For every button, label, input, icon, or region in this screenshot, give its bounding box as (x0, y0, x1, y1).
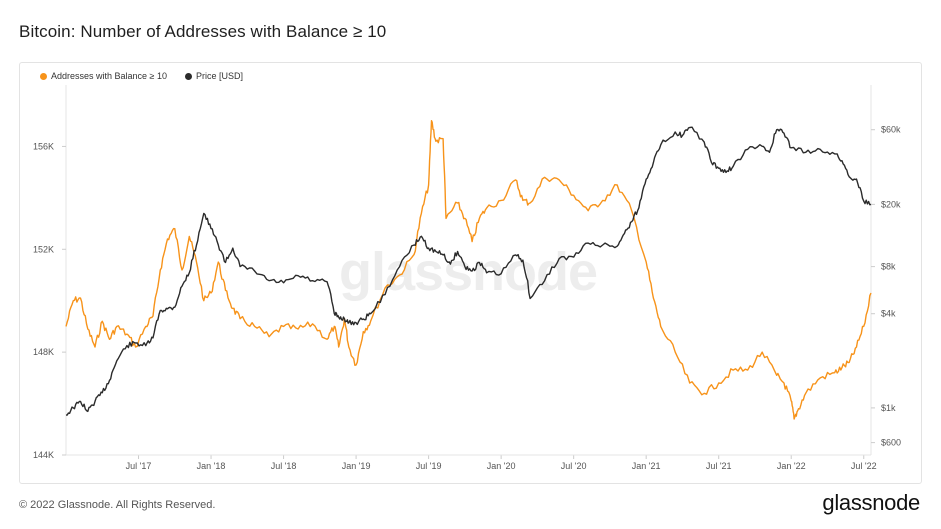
brand-logo: glassnode (822, 490, 920, 515)
series-line-addresses (65, 120, 872, 420)
y-axis-left: 144K 148K 152K 156K (33, 85, 67, 460)
y-right-tick-label: $8k (881, 262, 896, 272)
x-tick-label: Jul '18 (271, 461, 297, 471)
x-tick-label: Jul '17 (126, 461, 152, 471)
x-tick-label: Jan '19 (342, 461, 371, 471)
chart-title: Bitcoin: Number of Addresses with Balanc… (19, 22, 387, 41)
copyright-footer: © 2022 Glassnode. All Rights Reserved. (19, 499, 216, 511)
x-tick-label: Jan '18 (197, 461, 226, 471)
legend-item-addresses[interactable]: Addresses with Balance ≥ 10 (40, 71, 167, 81)
chart-card (19, 62, 922, 484)
y-right-tick-label: $20k (881, 199, 901, 209)
y-left-tick-label: 144K (33, 450, 54, 460)
y-right-tick-label: $4k (881, 309, 896, 319)
legend-dot-price (185, 72, 193, 80)
x-tick-label: Jan '20 (487, 461, 516, 471)
legend-label-addresses: Addresses with Balance ≥ 10 (51, 71, 168, 81)
watermark: glassnode (339, 242, 597, 302)
y-left-tick-label: 148K (33, 347, 54, 357)
x-tick-label: Jul '22 (851, 461, 877, 471)
chart-legend: Addresses with Balance ≥ 10 Price [USD] (40, 71, 243, 81)
y-left-tick-label: 156K (33, 141, 54, 151)
series-line-price (65, 126, 872, 416)
legend-item-price[interactable]: Price [USD] (185, 71, 243, 81)
legend-dot-addresses (40, 72, 47, 80)
y-left-tick-label: 152K (33, 244, 54, 254)
x-tick-label: Jan '22 (777, 461, 806, 471)
x-tick-label: Jul '21 (706, 461, 732, 471)
y-right-tick-label: $60k (881, 125, 901, 135)
y-right-tick-label: $1k (881, 403, 896, 413)
y-axis-right: $600 $1k $4k $8k $20k $60k (870, 85, 901, 455)
x-tick-label: Jan '21 (632, 461, 661, 471)
x-axis: Jul '17 Jan '18 Jul '18 Jan '19 Jul '19 Jan '… (66, 454, 877, 471)
x-tick-label: Jul '20 (561, 461, 587, 471)
x-tick-label: Jul '19 (416, 461, 442, 471)
y-right-tick-label: $600 (881, 438, 901, 448)
legend-label-price: Price [USD] (196, 71, 244, 81)
